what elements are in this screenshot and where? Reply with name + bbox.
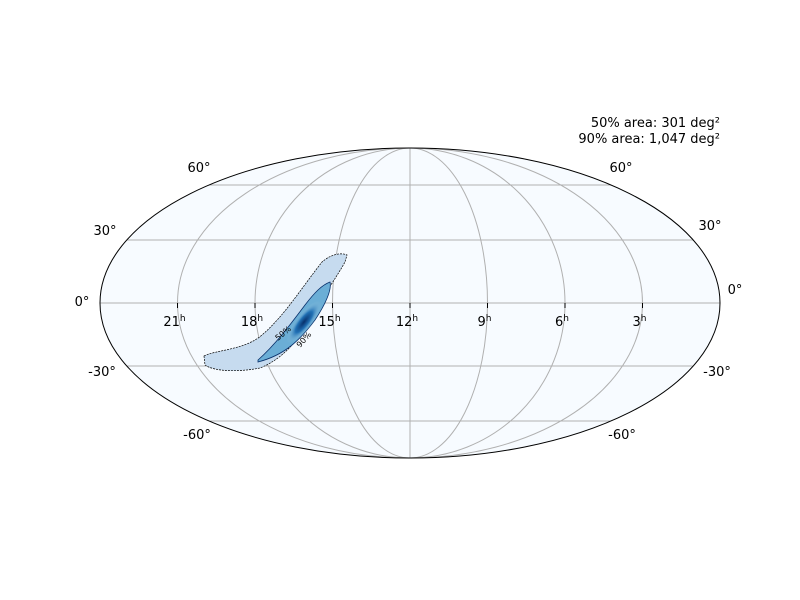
dec-label: -60° (183, 428, 211, 443)
dec-label: -60° (608, 428, 636, 443)
dec-label: -30° (88, 365, 116, 380)
ra-hours: 6 (555, 315, 563, 330)
ra-hours: 3 (633, 315, 641, 330)
ra-hours: 21 (163, 315, 180, 330)
annotation: 90% area: 1,047 deg² (578, 132, 720, 147)
ra-label: 21h (163, 314, 185, 330)
ra-hours: 15 (318, 315, 335, 330)
ra-label: 18h (241, 314, 263, 330)
dec-labels: 60° 60° 30° 30° 0° 0° -30° -30° -60° -60° (75, 161, 743, 443)
ra-labels: 21h 18h 15h 12h 9h 6h 3h (163, 303, 647, 330)
ra-unit: h (486, 314, 492, 324)
ra-unit: h (257, 314, 263, 324)
dec-label: 0° (728, 283, 743, 298)
ra-label: 9h (478, 314, 492, 330)
dec-label: -30° (703, 365, 731, 380)
dec-label: 30° (698, 219, 721, 234)
ra-label: 15h (318, 314, 340, 330)
dec-label: 30° (93, 224, 116, 239)
ra-unit: h (563, 314, 569, 324)
probability-peak (286, 300, 322, 344)
dec-label: 0° (75, 295, 90, 310)
ra-label: 6h (555, 314, 569, 330)
ra-label: 12h (396, 314, 418, 330)
ra-unit: h (412, 314, 418, 324)
ra-unit: h (641, 314, 647, 324)
ra-label: 3h (633, 314, 647, 330)
ra-unit: h (335, 314, 341, 324)
ra-hours: 18 (241, 315, 258, 330)
probability-region: 50% 90% (203, 253, 348, 372)
contour-90 (203, 253, 348, 372)
ra-hours: 9 (478, 315, 486, 330)
dec-label: 60° (609, 161, 632, 176)
dec-label: 60° (187, 161, 210, 176)
annotation: 50% area: 301 deg² (591, 116, 720, 131)
ra-unit: h (180, 314, 186, 324)
ra-hours: 12 (396, 315, 413, 330)
sky-border (99, 147, 721, 459)
